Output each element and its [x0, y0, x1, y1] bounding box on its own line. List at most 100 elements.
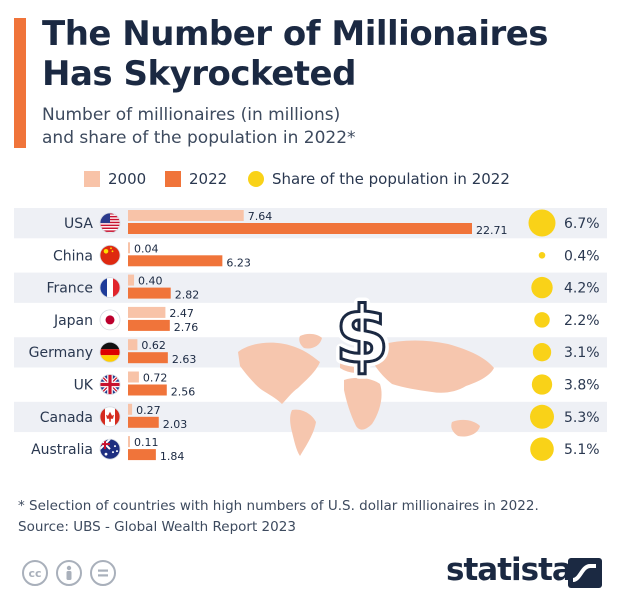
bar-2000 — [128, 371, 139, 383]
cc-icon: cc — [22, 560, 48, 586]
country-row: France 0.40 2.82 4.2% — [46, 274, 600, 302]
legend-dot-share — [248, 171, 264, 187]
share-label: 0.4% — [564, 248, 600, 264]
share-dot — [532, 343, 552, 362]
data-label-2000: 0.27 — [136, 404, 161, 417]
share-label: 5.1% — [564, 442, 600, 458]
legend-item-share: Share of the population in 2022 — [248, 168, 510, 190]
data-label-2022: 2.82 — [175, 289, 200, 302]
canada-flag-icon — [99, 406, 121, 428]
map-asia — [370, 340, 494, 393]
share-dot — [528, 209, 556, 237]
share-label: 3.1% — [564, 345, 600, 361]
legend-item-2022: 2022 — [165, 168, 227, 190]
share-dot — [531, 374, 553, 395]
footnote-text: * Selection of countries with high numbe… — [18, 498, 539, 514]
bar-2000 — [128, 339, 138, 351]
map-north-america — [238, 342, 320, 404]
country-row: UK 0.722.56 3.8% — [74, 371, 600, 399]
title-accent-bar — [14, 18, 26, 148]
us-flag-icon — [99, 212, 121, 234]
share-dot — [538, 252, 546, 259]
map-greenland — [299, 333, 322, 349]
share-dot — [534, 312, 550, 328]
country-row: Germany 0.62 2.63 3.1% — [29, 339, 600, 366]
country-row: China 0.04 6.23 0.4% — [53, 242, 600, 269]
legend-swatch-2000 — [84, 171, 100, 187]
data-label-2022: 1.84 — [160, 450, 185, 463]
data-label-2000: 0.72 — [143, 372, 168, 385]
share-label: 4.2% — [564, 281, 600, 297]
share-label: 3.8% — [564, 378, 600, 394]
category-label: China — [53, 248, 93, 264]
bar-2000 — [128, 306, 166, 318]
data-label-2022: 2.63 — [172, 353, 197, 366]
legend-label-2022: 2022 — [189, 170, 228, 188]
data-label-2000: 0.11 — [134, 436, 159, 449]
source-text: Source: UBS - Global Wealth Report 2023 — [18, 519, 296, 535]
bar-2022 — [128, 255, 223, 267]
france-flag-icon — [99, 277, 121, 299]
bar-2022 — [128, 449, 156, 461]
share-label: 5.3% — [564, 410, 600, 426]
bar-2022 — [128, 287, 171, 299]
uk-flag-icon — [99, 374, 121, 395]
chart-rows: USA 7.64 22.71 6.7% China 0.04 6.23 0.4% France 0… — [29, 209, 600, 463]
no-derivatives-icon — [90, 560, 116, 586]
data-label-2022: 2.03 — [163, 418, 188, 431]
subtitle-line-2: and share of the population in 2022* — [42, 128, 356, 148]
subtitle-line-1: Number of millionaires (in millions) — [42, 105, 341, 125]
dollar-sign-icon: $ $ — [330, 286, 394, 386]
map-oceania — [451, 419, 480, 437]
legend-label-2000: 2000 — [108, 170, 147, 188]
statista-logo-icon — [568, 558, 602, 588]
share-label: 2.2% — [564, 313, 600, 329]
category-label: Australia — [31, 442, 93, 458]
legend-label-share: Share of the population in 2022 — [272, 170, 510, 188]
data-label-2022: 2.76 — [174, 321, 199, 334]
footnote: * Selection of countries with high numbe… — [18, 496, 618, 538]
data-label-2022: 2.56 — [171, 386, 196, 399]
bar-2000 — [128, 436, 130, 448]
chart-subtitle: Number of millionaires (in millions) and… — [42, 104, 602, 150]
svg-text:$: $ — [335, 291, 389, 381]
map-africa — [344, 377, 382, 430]
share-dot — [531, 276, 553, 299]
country-row: Australia 0.111.84 5.1% — [31, 436, 600, 463]
data-label-2000: 0.40 — [138, 275, 163, 288]
germany-flag-icon — [99, 341, 121, 363]
title-line-1: The Number of Millionaires — [42, 14, 549, 54]
legend: 2000 2022 Share of the population in 202… — [0, 168, 621, 190]
bar-2022 — [128, 352, 168, 364]
data-label-2000: 0.62 — [141, 339, 166, 352]
bar-chart: $ $ USA 7.64 22.71 6.7% China 0.04 6.23 0.4% Fra… — [14, 208, 607, 463]
legend-swatch-2022 — [165, 171, 181, 187]
bar-2000 — [128, 242, 130, 254]
data-label-2022: 6.23 — [226, 256, 251, 269]
country-row: Japan 2.472.76 2.2% — [53, 306, 600, 334]
bar-2000 — [128, 210, 244, 221]
attribution-icon — [56, 560, 82, 586]
share-dot — [529, 404, 555, 429]
data-label-2022: 22.71 — [476, 224, 508, 237]
category-label: USA — [64, 216, 93, 232]
data-label-2000: 2.47 — [169, 307, 194, 320]
data-label-2000: 0.04 — [134, 242, 159, 255]
category-label: UK — [74, 378, 94, 394]
bar-2022 — [128, 416, 159, 428]
share-dot — [530, 437, 554, 461]
legend-item-2000: 2000 — [84, 168, 146, 190]
map-south-america — [290, 409, 316, 456]
title-line-2: Has Skyrocketed — [42, 54, 356, 94]
australia-flag-icon — [99, 438, 121, 460]
share-label: 6.7% — [564, 216, 600, 232]
world-map-background — [238, 333, 494, 456]
bar-2022 — [128, 384, 167, 396]
category-label: Germany — [29, 345, 93, 361]
japan-flag-icon — [99, 309, 121, 331]
data-label-2000: 7.64 — [248, 210, 273, 223]
bar-2000 — [128, 274, 135, 286]
bar-2022 — [128, 223, 472, 234]
category-label: France — [46, 281, 93, 297]
category-label: Japan — [53, 313, 93, 329]
